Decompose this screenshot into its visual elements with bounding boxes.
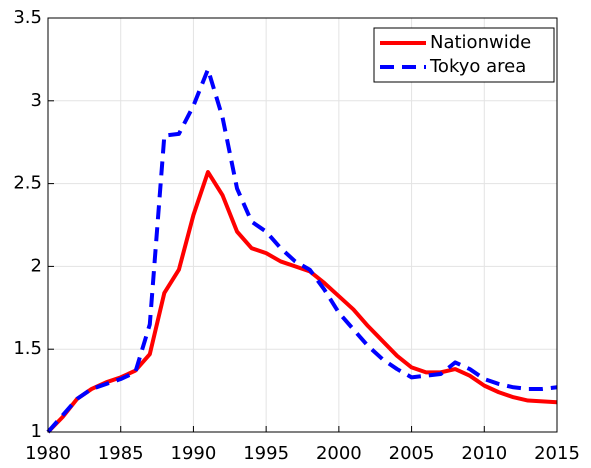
legend-label: Nationwide [430, 32, 531, 53]
x-tick-label: 1985 [98, 443, 144, 464]
x-tick-label: 2015 [534, 443, 580, 464]
y-tick-label: 1 [31, 421, 42, 442]
x-tick-label: 1980 [25, 443, 71, 464]
series-line [46, 170, 558, 434]
series-line [46, 67, 558, 434]
x-tick-label: 1990 [171, 443, 217, 464]
legend-box [373, 27, 555, 83]
y-tick-label: 3.5 [13, 7, 42, 28]
y-tick-label: 3 [31, 90, 42, 111]
y-tick-label: 2.5 [13, 173, 42, 194]
legend-label: Tokyo area [429, 56, 526, 77]
y-tick-label: 2 [31, 255, 42, 276]
legend: Nationwide Tokyo area [373, 27, 555, 83]
plot-frame [47, 17, 558, 433]
x-tick-label: 2005 [389, 443, 435, 464]
x-tick-label: 2010 [461, 443, 507, 464]
y-tick-label: 1.5 [13, 338, 42, 359]
x-tick-label: 1995 [243, 443, 289, 464]
x-tick-label: 2000 [316, 443, 362, 464]
